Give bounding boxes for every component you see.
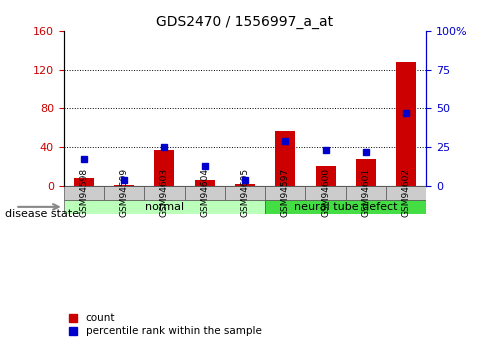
Bar bbox=[275, 131, 295, 186]
Bar bbox=[356, 159, 376, 186]
Legend: count, percentile rank within the sample: count, percentile rank within the sample bbox=[69, 313, 262, 336]
Bar bbox=[235, 184, 255, 186]
Text: GSM94597: GSM94597 bbox=[281, 168, 290, 217]
Bar bbox=[64, 186, 104, 200]
Text: neural tube defect: neural tube defect bbox=[294, 202, 397, 212]
Text: GSM94603: GSM94603 bbox=[160, 168, 169, 217]
Bar bbox=[346, 186, 386, 200]
Bar bbox=[104, 186, 144, 200]
Bar bbox=[74, 178, 94, 186]
Bar bbox=[396, 62, 416, 186]
Bar bbox=[316, 166, 336, 186]
Bar bbox=[225, 186, 265, 200]
Text: normal: normal bbox=[145, 202, 184, 212]
Text: GSM94602: GSM94602 bbox=[402, 168, 411, 217]
Bar bbox=[265, 200, 426, 214]
Bar bbox=[185, 186, 225, 200]
Bar bbox=[64, 200, 265, 214]
Text: GSM94598: GSM94598 bbox=[79, 168, 88, 217]
Text: GSM94599: GSM94599 bbox=[120, 168, 129, 217]
Bar bbox=[386, 186, 426, 200]
Text: GSM94600: GSM94600 bbox=[321, 168, 330, 217]
Text: GSM94601: GSM94601 bbox=[361, 168, 370, 217]
Text: GSM94605: GSM94605 bbox=[241, 168, 249, 217]
Bar bbox=[265, 186, 305, 200]
Text: disease state: disease state bbox=[5, 209, 79, 219]
Bar bbox=[305, 186, 346, 200]
Bar bbox=[154, 150, 174, 186]
Bar bbox=[195, 180, 215, 186]
Title: GDS2470 / 1556997_a_at: GDS2470 / 1556997_a_at bbox=[156, 14, 334, 29]
Text: GSM94604: GSM94604 bbox=[200, 168, 209, 217]
Bar bbox=[144, 186, 185, 200]
Bar bbox=[114, 185, 134, 186]
